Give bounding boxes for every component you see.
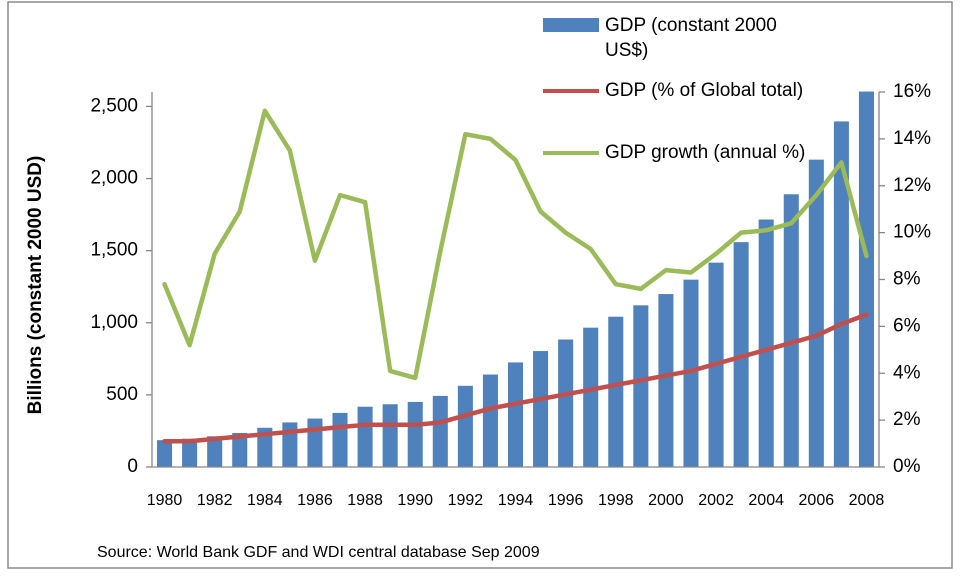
x-tick-label: 1990 (397, 492, 433, 509)
y2-tick-label: 8% (893, 269, 921, 290)
y2-tick-label: 4% (893, 362, 921, 383)
y2-tick-label: 10% (893, 222, 931, 243)
bar (482, 374, 498, 467)
x-tick-label: 1986 (297, 492, 333, 509)
x-tick-label: 1982 (197, 492, 233, 509)
legend-swatch (543, 18, 599, 32)
bar (382, 404, 398, 467)
bar (232, 432, 248, 467)
source-note: Source: World Bank GDF and WDI central d… (97, 544, 540, 561)
y-tick-label: 2,000 (90, 168, 138, 189)
bar (182, 438, 198, 467)
legend-swatch (543, 151, 599, 155)
y-axis-title: Billions (constant 2000 USD) (25, 156, 46, 415)
x-tick-label: 2004 (748, 492, 784, 509)
y2-tick-label: 0% (893, 456, 921, 477)
bar (307, 418, 323, 467)
bar (583, 327, 599, 467)
y2-tick-label: 6% (893, 315, 921, 336)
y-tick-label: 1,000 (90, 312, 138, 333)
x-tick-label: 2006 (799, 492, 835, 509)
bar (608, 316, 624, 467)
bar (758, 219, 774, 467)
y-tick-label: 1,500 (90, 240, 138, 261)
bar (658, 294, 674, 467)
x-tick-label: 1980 (147, 492, 183, 509)
legend-item: GDP growth (annual %) (543, 140, 815, 165)
x-tick-label: 1996 (548, 492, 584, 509)
bar (357, 406, 373, 467)
y-tick-label: 0 (127, 456, 138, 477)
x-tick-label: 1984 (247, 492, 283, 509)
bar (457, 385, 473, 467)
bar (808, 159, 824, 467)
line-series (162, 108, 869, 381)
bar (833, 121, 849, 467)
y2-tick-label: 2% (893, 409, 921, 430)
bar (683, 279, 699, 467)
bar (533, 351, 549, 467)
bar (257, 427, 273, 467)
legend-swatch (543, 89, 599, 93)
x-tick-label: 2002 (698, 492, 734, 509)
x-tick-label: 2008 (849, 492, 885, 509)
y-tick-label: 2,500 (90, 95, 138, 116)
bar (507, 362, 524, 467)
legend-label: GDP (% of Global total) (605, 80, 804, 101)
bar (157, 440, 173, 467)
y2-tick-label: 14% (893, 128, 931, 149)
legend-item: GDP (constant 2000 US$) (543, 13, 805, 63)
x-tick-label: 1998 (598, 492, 634, 509)
x-tick-label: 2000 (648, 492, 684, 509)
x-tick-label: 1994 (498, 492, 534, 509)
bar (558, 339, 574, 467)
bar (783, 194, 799, 467)
bar (858, 91, 874, 467)
y2-tick-label: 16% (893, 81, 931, 102)
x-tick-label: 1988 (347, 492, 383, 509)
bar (332, 412, 348, 467)
chart-frame (7, 1, 953, 569)
legend-label: GDP growth (annual %) (605, 142, 806, 163)
bar (432, 395, 448, 467)
bar (207, 436, 223, 467)
bar (633, 305, 649, 467)
y-tick-label: 500 (106, 384, 138, 405)
x-tick-label: 1992 (448, 492, 484, 509)
legend-item: GDP (% of Global total) (543, 78, 815, 103)
y2-tick-label: 12% (893, 175, 931, 196)
line-series (162, 312, 869, 444)
legend-label: GDP (constant 2000 US$) (605, 15, 777, 61)
bar (407, 401, 423, 467)
